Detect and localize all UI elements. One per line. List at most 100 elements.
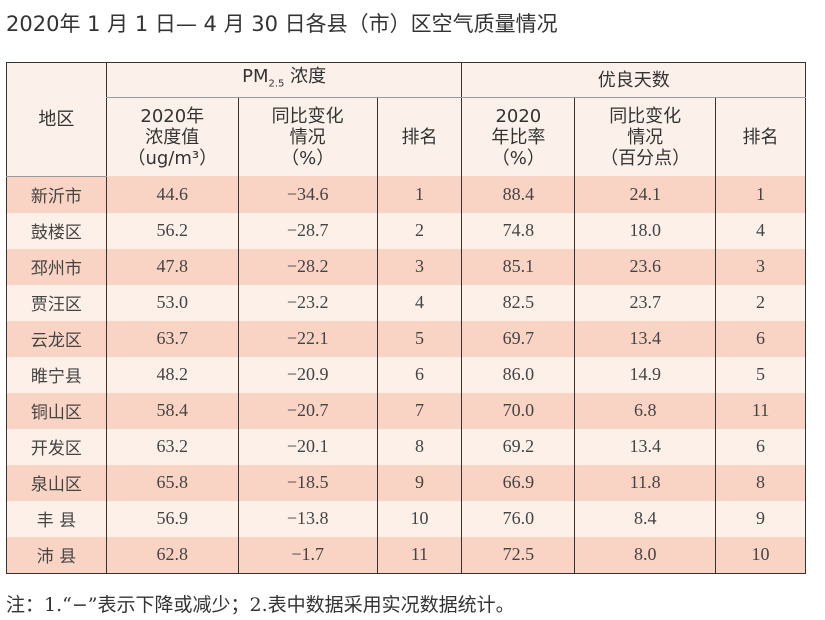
cell-region: 泉山区 <box>6 464 107 501</box>
cell-pm-value: 62.8 <box>105 536 239 573</box>
cell-good-rate: 69.7 <box>461 320 575 357</box>
air-quality-table: 地区 PM2.5 浓度 优良天数 2020年 浓度值 （ug/m³） 同比变化 情况（… <box>6 62 806 574</box>
cell-good-rate: 74.8 <box>461 212 575 249</box>
cell-region: 丰 县 <box>6 500 107 537</box>
cell-good-rank: 1 <box>715 176 806 213</box>
cell-region: 开发区 <box>6 428 107 465</box>
footnote: 注：1.“−”表示下降或减少；2.表中数据采用实况数据统计。 <box>6 594 515 616</box>
header-good-rate: 2020 年比率 （%） <box>461 97 575 176</box>
cell-good-rate: 66.9 <box>461 464 575 501</box>
cell-good-rank: 3 <box>715 248 806 285</box>
cell-pm-value: 63.2 <box>105 428 239 465</box>
cell-good-rate: 69.2 <box>461 428 575 465</box>
cell-good-change: 23.7 <box>574 284 716 321</box>
header-good-days-group: 优良天数 <box>461 62 806 98</box>
cell-region: 贾汪区 <box>6 284 107 321</box>
cell-pm-value: 63.7 <box>105 320 239 357</box>
header-pm-change: 同比变化 情况 （%） <box>237 97 378 176</box>
cell-good-change: 6.8 <box>574 392 716 429</box>
cell-region: 沛 县 <box>6 536 107 573</box>
page-title: 2020年 1 月 1 日— 4 月 30 日各县（市）区空气质量情况 <box>6 12 558 36</box>
cell-pm-value: 56.2 <box>105 212 239 249</box>
cell-good-rate: 72.5 <box>461 536 575 573</box>
cell-good-rate: 88.4 <box>461 176 575 213</box>
table-row: 云龙区 63.7 −22.1 5 69.7 13.4 6 <box>6 320 806 357</box>
cell-good-rank: 9 <box>715 500 806 537</box>
table-row: 沛 县 62.8 −1.7 11 72.5 8.0 10 <box>6 536 806 573</box>
cell-good-change: 23.6 <box>574 248 716 285</box>
cell-pm-value: 47.8 <box>105 248 239 285</box>
header-good-rank: 排名 <box>715 97 806 176</box>
cell-good-change: 18.0 <box>574 212 716 249</box>
cell-pm-rank: 2 <box>376 212 462 249</box>
cell-good-rank: 6 <box>715 320 806 357</box>
table-row: 贾汪区 53.0 −23.2 4 82.5 23.7 2 <box>6 284 806 321</box>
cell-pm-rank: 11 <box>376 536 462 573</box>
cell-good-rank: 11 <box>715 392 806 429</box>
table-row: 泉山区 65.8 −18.5 9 66.9 11.8 8 <box>6 464 806 501</box>
table-row: 铜山区 58.4 −20.7 7 70.0 6.8 11 <box>6 392 806 429</box>
cell-pm-rank: 10 <box>376 500 462 537</box>
cell-pm-change: −28.2 <box>237 248 378 285</box>
cell-good-change: 8.4 <box>574 500 716 537</box>
cell-good-rate: 70.0 <box>461 392 575 429</box>
cell-good-rank: 10 <box>715 536 806 573</box>
cell-pm-rank: 3 <box>376 248 462 285</box>
cell-pm-value: 65.8 <box>105 464 239 501</box>
cell-pm-value: 48.2 <box>105 356 239 393</box>
cell-region: 云龙区 <box>6 320 107 357</box>
cell-good-rate: 85.1 <box>461 248 575 285</box>
cell-good-rank: 8 <box>715 464 806 501</box>
cell-good-rank: 4 <box>715 212 806 249</box>
cell-pm-rank: 5 <box>376 320 462 357</box>
cell-region: 睢宁县 <box>6 356 107 393</box>
cell-pm-change: −23.2 <box>237 284 378 321</box>
cell-region: 鼓楼区 <box>6 212 107 249</box>
cell-good-change: 13.4 <box>574 428 716 465</box>
table-row: 新沂市 44.6 −34.6 1 88.4 24.1 1 <box>6 176 806 213</box>
cell-pm-change: −1.7 <box>237 536 378 573</box>
cell-pm-rank: 1 <box>376 176 462 213</box>
cell-pm-change: −20.7 <box>237 392 378 429</box>
table-row: 邳州市 47.8 −28.2 3 85.1 23.6 3 <box>6 248 806 285</box>
cell-good-rank: 2 <box>715 284 806 321</box>
cell-pm-rank: 8 <box>376 428 462 465</box>
cell-pm-change: −13.8 <box>237 500 378 537</box>
cell-good-change: 8.0 <box>574 536 716 573</box>
cell-region: 邳州市 <box>6 248 107 285</box>
cell-pm-rank: 6 <box>376 356 462 393</box>
cell-pm-value: 44.6 <box>105 176 239 213</box>
table-row: 丰 县 56.9 −13.8 10 76.0 8.4 9 <box>6 500 806 537</box>
cell-pm-rank: 4 <box>376 284 462 321</box>
header-region: 地区 <box>6 62 107 177</box>
cell-good-change: 14.9 <box>574 356 716 393</box>
cell-good-rank: 5 <box>715 356 806 393</box>
cell-region: 铜山区 <box>6 392 107 429</box>
table-row: 开发区 63.2 −20.1 8 69.2 13.4 6 <box>6 428 806 465</box>
cell-pm-value: 53.0 <box>105 284 239 321</box>
cell-pm-change: −18.5 <box>237 464 378 501</box>
cell-good-change: 13.4 <box>574 320 716 357</box>
cell-pm-change: −28.7 <box>237 212 378 249</box>
cell-pm-change: −20.9 <box>237 356 378 393</box>
cell-pm-change: −22.1 <box>237 320 378 357</box>
cell-pm-value: 56.9 <box>105 500 239 537</box>
cell-region: 新沂市 <box>6 176 107 213</box>
cell-pm-rank: 9 <box>376 464 462 501</box>
header-good-change: 同比变化 情况 （百分点） <box>574 97 716 176</box>
cell-pm-change: −20.1 <box>237 428 378 465</box>
cell-pm-value: 58.4 <box>105 392 239 429</box>
table-row: 鼓楼区 56.2 −28.7 2 74.8 18.0 4 <box>6 212 806 249</box>
cell-good-rate: 82.5 <box>461 284 575 321</box>
header-pm-rank: 排名 <box>376 97 462 176</box>
cell-pm-change: −34.6 <box>237 176 378 213</box>
cell-good-change: 24.1 <box>574 176 716 213</box>
cell-good-rank: 6 <box>715 428 806 465</box>
table-row: 睢宁县 48.2 −20.9 6 86.0 14.9 5 <box>6 356 806 393</box>
cell-pm-rank: 7 <box>376 392 462 429</box>
cell-good-change: 11.8 <box>574 464 716 501</box>
cell-good-rate: 76.0 <box>461 500 575 537</box>
header-pm25-group: PM2.5 浓度 <box>105 62 462 98</box>
cell-good-rate: 86.0 <box>461 356 575 393</box>
header-pm-value: 2020年 浓度值 （ug/m³） <box>105 97 239 176</box>
